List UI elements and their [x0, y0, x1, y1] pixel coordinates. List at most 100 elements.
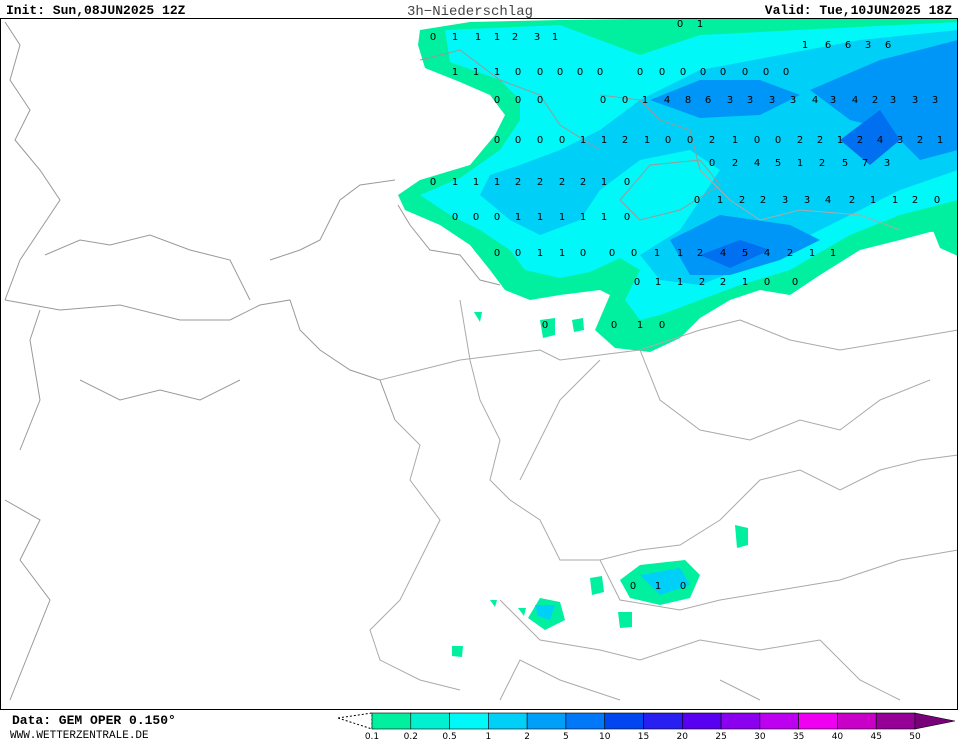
legend-label: 30	[754, 732, 766, 741]
precip-fields	[398, 19, 958, 657]
legend-swatch	[565, 712, 606, 730]
precip-value: 1	[870, 195, 876, 206]
precip-value: 1	[537, 248, 543, 259]
precip-value: 0	[631, 248, 637, 259]
precip-value: 0	[515, 135, 521, 146]
precip-value: 8	[685, 95, 691, 106]
map-labels: 0 1 1 1 2 3 1 0 1 1 1 1 0 0 0 0 0 0 0 0 0 0 0 0 0 1 6 6 3 6 0 0 0 0 0 1 4 8 6 3…	[430, 19, 943, 592]
precip-value: 1	[697, 19, 703, 30]
precip-value: 3	[897, 135, 903, 146]
precip-value: 1	[655, 581, 661, 592]
precip-value: 0	[537, 67, 543, 78]
border	[369, 169, 959, 701]
legend-swatch	[720, 712, 761, 730]
precip-value: 1	[601, 135, 607, 146]
precip-value: 2	[857, 135, 863, 146]
init-time: Init: Sun,08JUN2025 12Z	[6, 3, 186, 18]
precip-value: 1	[494, 32, 500, 43]
precip-value: 1	[515, 212, 521, 223]
precip-value: 0	[494, 135, 500, 146]
precip-value: 2	[739, 195, 745, 206]
precip-value: 3	[912, 95, 918, 106]
precip-value: 0	[934, 195, 940, 206]
precip-value: 2	[849, 195, 855, 206]
precip-value: 6	[845, 40, 851, 51]
legend-swatch	[604, 712, 644, 730]
precip-value: 2	[697, 248, 703, 259]
precip-value: 3	[747, 95, 753, 106]
precip-value: 1	[580, 135, 586, 146]
precip-value: 1	[559, 248, 565, 259]
precip-value: 0	[611, 320, 617, 331]
legend-label: 1	[485, 732, 491, 741]
precip-value: 0	[680, 67, 686, 78]
precip-value: 3	[534, 32, 540, 43]
precip-value: 5	[842, 158, 848, 169]
precip-value: 1	[494, 177, 500, 188]
precip-value: 1	[452, 32, 458, 43]
precip-value: 0	[624, 177, 630, 188]
precip-value: 1	[830, 248, 836, 259]
precip-value: 1	[601, 177, 607, 188]
legend-label: 5	[563, 732, 569, 741]
precip-value: 1	[642, 95, 648, 106]
precip-value: 0	[430, 32, 436, 43]
precip-value: 1	[452, 177, 458, 188]
precip-area	[700, 110, 900, 268]
precip-value: 1	[677, 248, 683, 259]
legend-label: 35	[793, 732, 804, 741]
title: 3h−Niederschlag	[407, 4, 533, 20]
legend-label: 20	[677, 732, 689, 741]
precip-value: 1	[452, 67, 458, 78]
precip-value: 1	[802, 40, 808, 51]
precip-value: 0	[630, 581, 636, 592]
map-frame	[0, 18, 958, 710]
precip-value: 1	[552, 32, 558, 43]
precip-value: 0	[677, 19, 683, 30]
precip-value: 4	[852, 95, 858, 106]
precip-value: 3	[884, 158, 890, 169]
precip-value: 1	[837, 135, 843, 146]
precip-value: 1	[580, 212, 586, 223]
precip-value: 0	[665, 135, 671, 146]
precip-value: 0	[783, 67, 789, 78]
precip-value: 1	[473, 67, 479, 78]
data-source: Data: GEM OPER 0.150°	[12, 713, 176, 728]
precip-value: 2	[580, 177, 586, 188]
precip-value: 2	[917, 135, 923, 146]
precip-value: 2	[537, 177, 543, 188]
precip-value: 0	[452, 212, 458, 223]
site: WWW.WETTERZENTRALE.DE	[10, 730, 149, 741]
precip-value: 0	[792, 277, 798, 288]
precip-value: 4	[720, 248, 726, 259]
legend-arrow-high	[914, 712, 956, 730]
precip-value: 4	[825, 195, 831, 206]
precip-value: 4	[812, 95, 818, 106]
precip-value: 0	[694, 195, 700, 206]
precip-value: 5	[742, 248, 748, 259]
precip-value: 1	[654, 248, 660, 259]
precip-value: 1	[473, 177, 479, 188]
legend: 0.1 0.2 0.5 1 2 5 10 15 20 25 30 35 40 45 50	[365, 712, 956, 741]
precip-value: 0	[624, 212, 630, 223]
valid-time: Valid: Tue,10JUN2025 18Z	[765, 3, 952, 18]
legend-label: 15	[638, 732, 649, 741]
precip-value: 0	[754, 135, 760, 146]
precip-value: 0	[494, 212, 500, 223]
precip-value: 2	[760, 195, 766, 206]
legend-label: 40	[832, 732, 844, 741]
precip-value: 0	[742, 67, 748, 78]
precip-value: 0	[622, 95, 628, 106]
header-bar	[0, 0, 959, 18]
geography	[4, 21, 959, 701]
precip-value: 1	[809, 248, 815, 259]
precip-value: 0	[515, 95, 521, 106]
precip-value: 3	[830, 95, 836, 106]
precip-value: 1	[892, 195, 898, 206]
precip-value: 3	[804, 195, 810, 206]
precip-value: 7	[862, 158, 868, 169]
precip-value: 3	[865, 40, 871, 51]
legend-swatch	[488, 712, 528, 730]
precip-value: 0	[515, 248, 521, 259]
